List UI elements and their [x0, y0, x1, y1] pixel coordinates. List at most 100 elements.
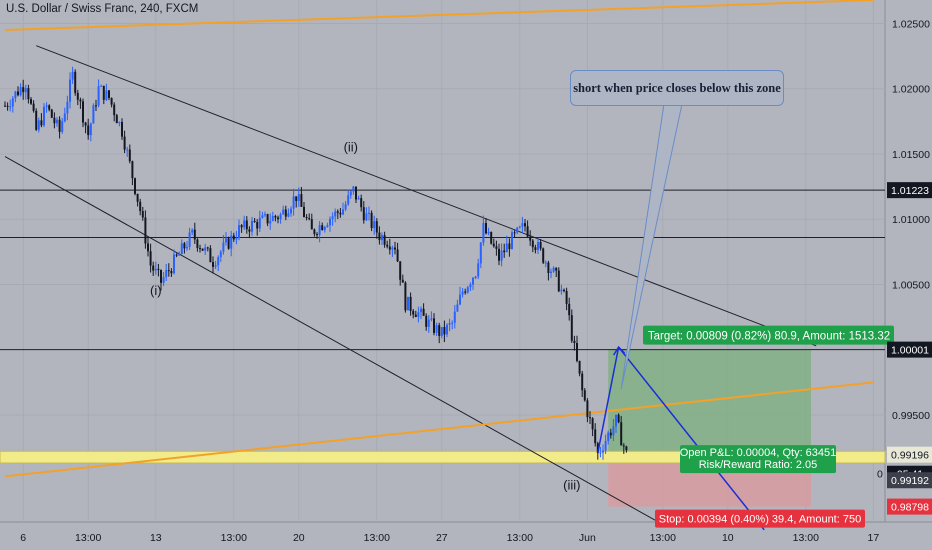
candle-body [305, 216, 308, 219]
projection-leg-up [597, 346, 620, 453]
candle-body [128, 149, 131, 162]
candle-body [279, 214, 282, 220]
candle-body [188, 232, 191, 247]
candle-body [604, 440, 607, 451]
orange-lower-line [4, 381, 874, 478]
price-badge: 0.98798 [887, 498, 932, 515]
candle-body [186, 246, 188, 249]
x-tick-label: 17 [868, 532, 880, 544]
price-badge-bg [887, 182, 932, 199]
candle-body [563, 289, 565, 291]
candle-body [121, 122, 123, 137]
candle-body [102, 85, 105, 100]
candle-body [427, 319, 430, 327]
candle-body [617, 414, 620, 423]
candle-body [414, 314, 417, 317]
candle-body [19, 87, 22, 96]
callout-note[interactable]: short when price closes below this zone [570, 70, 784, 106]
candle-body [269, 220, 272, 224]
candle-body [565, 290, 568, 304]
candle-body [84, 122, 87, 126]
candle-body [383, 235, 386, 245]
candle-body [537, 241, 539, 250]
candle-body [48, 105, 51, 110]
candle-body [290, 208, 292, 214]
candle-body [417, 312, 420, 317]
candle-body [492, 243, 495, 247]
candle-body [555, 267, 558, 271]
candle-body [154, 268, 157, 271]
candle-body [440, 327, 443, 336]
candle-body [518, 226, 521, 228]
axis-marker-text: 0 [877, 469, 883, 481]
candle-body [602, 450, 604, 453]
candle-body [251, 220, 253, 232]
candle-body [524, 223, 526, 227]
candle-body [323, 226, 326, 231]
wave-label: (i) [150, 283, 162, 298]
y-tick-label: 1.02000 [892, 84, 930, 96]
candle-body [349, 191, 352, 196]
candle-body [594, 429, 597, 444]
candle-body [422, 308, 425, 316]
candle-body [375, 221, 378, 233]
y-tick-label: 1.01500 [892, 149, 930, 161]
candle-body [105, 90, 108, 100]
candle-body [453, 311, 456, 323]
candle-body [321, 225, 324, 231]
candle-body [609, 432, 612, 436]
candle-body [531, 240, 534, 248]
candle-body [56, 119, 58, 124]
candle-body [550, 271, 552, 274]
candle-body [365, 213, 368, 221]
stop-label-bg [655, 509, 865, 528]
candle-body [274, 215, 277, 218]
candle-body [310, 219, 313, 230]
candle-body [336, 211, 339, 213]
price-badge-bg [887, 472, 932, 489]
candle-body [615, 414, 617, 427]
price-badge-bg [887, 446, 932, 463]
candle-body [230, 235, 233, 249]
candle-body [162, 277, 165, 283]
candle-body [500, 250, 503, 261]
yellow-zone [0, 450, 886, 464]
candle-body [300, 194, 303, 207]
candle-body [193, 229, 196, 240]
x-tick-label: 13:00 [364, 532, 390, 544]
x-tick-label: 13:00 [650, 532, 676, 544]
candle-body [451, 322, 454, 324]
price-badge: 0.99196 [887, 446, 932, 463]
candle-body [368, 212, 370, 214]
candle-body [115, 115, 118, 124]
candle-body [292, 196, 295, 209]
candle-body [100, 85, 103, 87]
target-label-bg [643, 325, 894, 345]
candle-body [370, 212, 373, 229]
x-tick-label: 6 [20, 532, 26, 544]
candle-body [37, 120, 40, 130]
candle-body [45, 105, 48, 107]
candle-body [4, 105, 6, 107]
candle-body [490, 231, 493, 244]
candle-body [511, 232, 513, 250]
candle-body [542, 248, 545, 263]
candle-body [50, 109, 53, 118]
candle-body [318, 225, 321, 235]
candle-body [131, 161, 134, 179]
candle-body [570, 315, 573, 341]
orange-upper-line [4, 0, 874, 32]
candle-body [316, 234, 318, 236]
candle-body [596, 443, 599, 454]
x-tick-label: 13:00 [221, 532, 247, 544]
price-badge: 0.99192 [887, 472, 932, 489]
candle-body [61, 121, 64, 132]
candle-body [222, 242, 225, 252]
y-tick-label: 0.99500 [892, 410, 930, 422]
candle-body [612, 426, 615, 436]
candle-body [448, 323, 451, 325]
candle-body [589, 417, 591, 419]
candle-body [297, 194, 300, 201]
candle-body [53, 117, 56, 124]
